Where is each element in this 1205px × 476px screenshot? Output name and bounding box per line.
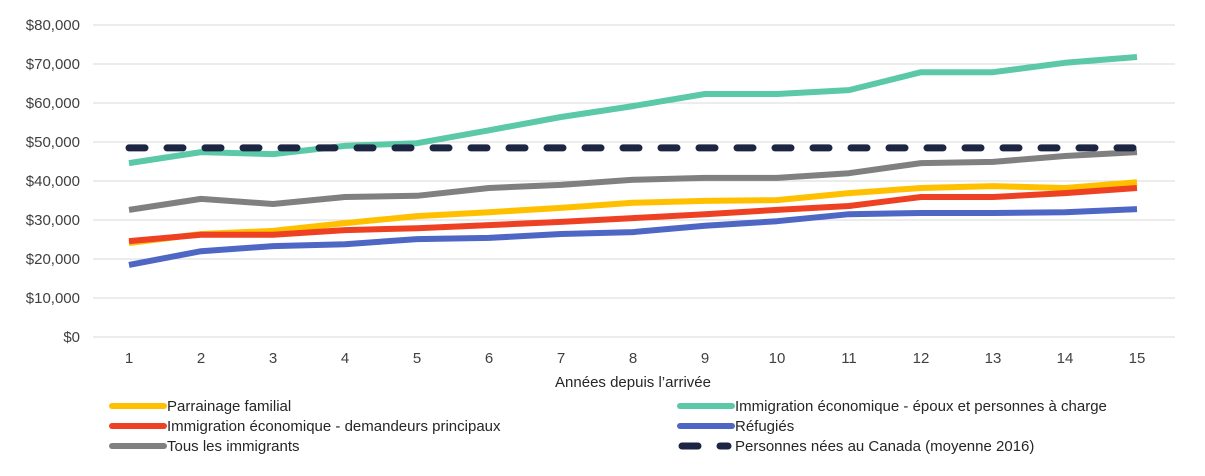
x-tick-label: 6 [485,350,493,367]
legend-label: Réfugiés [735,418,794,435]
x-tick-label: 10 [769,350,786,367]
y-axis-ticks: $0 $10,000 $20,000 $30,000 $40,000 $50,000 $60… [26,17,80,346]
x-axis-title: Années depuis l’arrivée [555,374,711,391]
y-tick-label: $20,000 [26,251,80,268]
y-tick-label: $80,000 [26,17,80,34]
legend-item-2: Immigration économique - demandeurs prin… [109,418,501,435]
series-line-4 [128,149,1138,213]
legend-label: Immigration économique - époux et person… [735,398,1107,415]
legend-label: Personnes nées au Canada (moyenne 2016) [735,438,1034,455]
y-tick-label: $50,000 [26,134,80,151]
series-line-0 [128,179,1138,246]
x-tick-label: 13 [985,350,1002,367]
legend-label: Parrainage familial [167,398,291,415]
x-tick-label: 8 [629,350,637,367]
x-tick-label: 15 [1129,350,1146,367]
x-tick-label: 4 [341,350,349,367]
x-tick-label: 7 [557,350,565,367]
y-tick-label: $10,000 [26,290,80,307]
y-tick-label: $40,000 [26,173,80,190]
series-line-2 [128,185,1138,245]
x-tick-label: 14 [1057,350,1074,367]
x-tick-label: 3 [269,350,277,367]
y-tick-label: $60,000 [26,95,80,112]
x-tick-label: 1 [125,350,133,367]
legend-item-0: Parrainage familial [109,398,291,415]
series-line-3 [128,206,1138,268]
x-tick-label: 5 [413,350,421,367]
y-tick-label: $0 [63,329,80,346]
series-lines [125,54,1141,268]
x-tick-label: 9 [701,350,709,367]
y-tick-label: $70,000 [26,56,80,73]
legend-item-4: Tous les immigrants [109,438,300,455]
x-tick-label: 2 [197,350,205,367]
legend-label: Tous les immigrants [167,438,300,455]
legend-item-5: Personnes nées au Canada (moyenne 2016) [678,438,1034,455]
legend-label: Immigration économique - demandeurs prin… [167,418,501,435]
legend-item-3: Réfugiés [677,418,794,435]
legend-item-1: Immigration économique - époux et person… [677,398,1107,415]
x-tick-label: 12 [913,350,930,367]
y-tick-label: $30,000 [26,212,80,229]
x-axis-ticks: 1 2 3 4 5 6 7 8 9 10 11 12 13 14 15 [125,350,1146,367]
legend: Parrainage familial Immigration économiqu… [109,398,1107,455]
x-tick-label: 11 [841,350,857,367]
